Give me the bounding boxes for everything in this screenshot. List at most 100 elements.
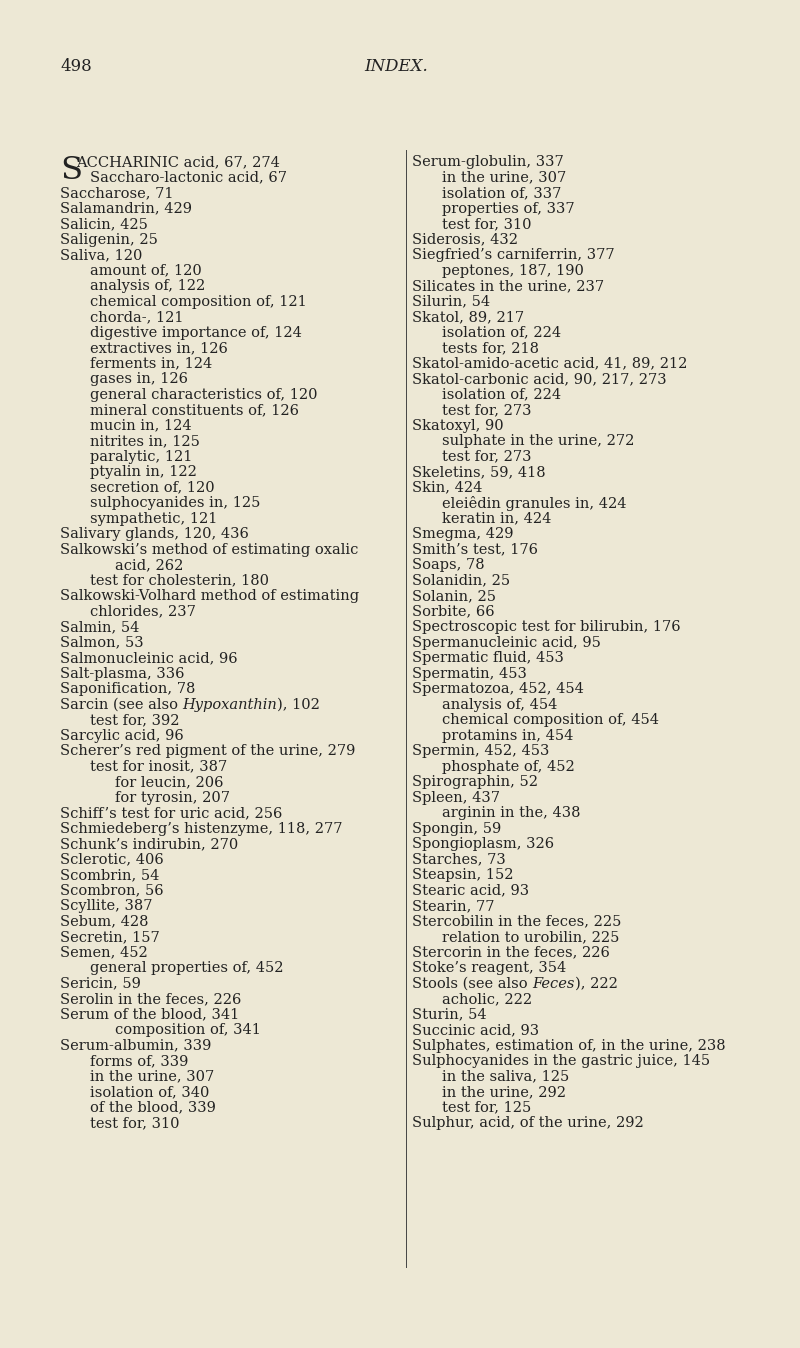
Text: Siegfried’s carniferrin, 377: Siegfried’s carniferrin, 377 — [412, 248, 614, 262]
Text: Sericin, 59: Sericin, 59 — [60, 976, 141, 991]
Text: acid, 262: acid, 262 — [115, 558, 183, 572]
Text: Saligenin, 25: Saligenin, 25 — [60, 232, 158, 247]
Text: Skeletins, 59, 418: Skeletins, 59, 418 — [412, 465, 546, 479]
Text: forms of, 339: forms of, 339 — [90, 1054, 188, 1068]
Text: ), 222: ), 222 — [574, 976, 618, 991]
Text: in the urine, 307: in the urine, 307 — [442, 170, 566, 185]
Text: Spermatic fluid, 453: Spermatic fluid, 453 — [412, 651, 564, 665]
Text: Steapsin, 152: Steapsin, 152 — [412, 868, 514, 882]
Text: protamins in, 454: protamins in, 454 — [442, 728, 574, 743]
Text: Silicates in the urine, 237: Silicates in the urine, 237 — [412, 279, 604, 293]
Text: Silurin, 54: Silurin, 54 — [412, 294, 490, 309]
Text: chorda-, 121: chorda-, 121 — [90, 310, 183, 324]
Text: amount of, 120: amount of, 120 — [90, 263, 202, 278]
Text: Starches, 73: Starches, 73 — [412, 852, 506, 867]
Text: peptones, 187, 190: peptones, 187, 190 — [442, 263, 584, 278]
Text: digestive importance of, 124: digestive importance of, 124 — [90, 325, 302, 340]
Text: of the blood, 339: of the blood, 339 — [90, 1100, 216, 1115]
Text: for tyrosin, 207: for tyrosin, 207 — [115, 790, 230, 805]
Text: Saccharo-lactonic acid, 67: Saccharo-lactonic acid, 67 — [90, 170, 287, 185]
Text: Sulphocyanides in the gastric juice, 145: Sulphocyanides in the gastric juice, 145 — [412, 1054, 710, 1068]
Text: Stearic acid, 93: Stearic acid, 93 — [412, 883, 529, 898]
Text: test for, 125: test for, 125 — [442, 1100, 531, 1115]
Text: analysis of, 454: analysis of, 454 — [442, 697, 558, 712]
Text: test for, 392: test for, 392 — [90, 713, 179, 727]
Text: Salmon, 53: Salmon, 53 — [60, 635, 144, 650]
Text: paralytic, 121: paralytic, 121 — [90, 449, 192, 464]
Text: Smith’s test, 176: Smith’s test, 176 — [412, 542, 538, 557]
Text: Spirographin, 52: Spirographin, 52 — [412, 775, 538, 789]
Text: arginin in the, 438: arginin in the, 438 — [442, 806, 581, 820]
Text: chemical composition of, 454: chemical composition of, 454 — [442, 713, 659, 727]
Text: Skatol-carbonic acid, 90, 217, 273: Skatol-carbonic acid, 90, 217, 273 — [412, 372, 666, 386]
Text: Smegma, 429: Smegma, 429 — [412, 527, 514, 541]
Text: Spectroscopic test for bilirubin, 176: Spectroscopic test for bilirubin, 176 — [412, 620, 681, 634]
Text: Spleen, 437: Spleen, 437 — [412, 790, 500, 805]
Text: Stearin, 77: Stearin, 77 — [412, 899, 494, 913]
Text: 498: 498 — [60, 58, 92, 75]
Text: Sebum, 428: Sebum, 428 — [60, 914, 149, 929]
Text: Spermatin, 453: Spermatin, 453 — [412, 666, 527, 681]
Text: isolation of, 337: isolation of, 337 — [442, 186, 562, 200]
Text: test for, 273: test for, 273 — [442, 449, 531, 464]
Text: in the urine, 307: in the urine, 307 — [90, 1069, 214, 1084]
Text: secretion of, 120: secretion of, 120 — [90, 480, 214, 495]
Text: Saccharose, 71: Saccharose, 71 — [60, 186, 174, 200]
Text: chemical composition of, 121: chemical composition of, 121 — [90, 294, 306, 309]
Text: in the saliva, 125: in the saliva, 125 — [442, 1069, 570, 1084]
Text: in the urine, 292: in the urine, 292 — [442, 1085, 566, 1099]
Text: Spermin, 452, 453: Spermin, 452, 453 — [412, 744, 550, 758]
Text: Solanin, 25: Solanin, 25 — [412, 589, 496, 603]
Text: Serum of the blood, 341: Serum of the blood, 341 — [60, 1007, 239, 1022]
Text: Siderosis, 432: Siderosis, 432 — [412, 232, 518, 247]
Text: Succinic acid, 93: Succinic acid, 93 — [412, 1023, 539, 1037]
Text: Stercorin in the feces, 226: Stercorin in the feces, 226 — [412, 945, 610, 960]
Text: Scombron, 56: Scombron, 56 — [60, 883, 164, 898]
Text: Salmin, 54: Salmin, 54 — [60, 620, 139, 634]
Text: nitrites in, 125: nitrites in, 125 — [90, 434, 200, 448]
Text: S: S — [60, 155, 82, 186]
Text: sympathetic, 121: sympathetic, 121 — [90, 511, 218, 526]
Text: mucin in, 124: mucin in, 124 — [90, 418, 192, 433]
Text: test for, 310: test for, 310 — [442, 217, 531, 231]
Text: Sclerotic, 406: Sclerotic, 406 — [60, 852, 164, 867]
Text: ptyalin in, 122: ptyalin in, 122 — [90, 465, 197, 479]
Text: Secretin, 157: Secretin, 157 — [60, 930, 160, 944]
Text: test for, 273: test for, 273 — [442, 403, 531, 417]
Text: Soaps, 78: Soaps, 78 — [412, 558, 485, 572]
Text: Salkowski’s method of estimating oxalic: Salkowski’s method of estimating oxalic — [60, 542, 358, 557]
Text: ACCHARINIC acid, 67, 274: ACCHARINIC acid, 67, 274 — [76, 155, 280, 168]
Text: composition of, 341: composition of, 341 — [115, 1023, 261, 1037]
Text: Salivary glands, 120, 436: Salivary glands, 120, 436 — [60, 527, 249, 541]
Text: for leucin, 206: for leucin, 206 — [115, 775, 223, 789]
Text: Serum-globulin, 337: Serum-globulin, 337 — [412, 155, 564, 168]
Text: properties of, 337: properties of, 337 — [442, 201, 574, 216]
Text: ), 102: ), 102 — [278, 697, 320, 712]
Text: Skatol, 89, 217: Skatol, 89, 217 — [412, 310, 524, 324]
Text: Sulphur, acid, of the urine, 292: Sulphur, acid, of the urine, 292 — [412, 1116, 644, 1130]
Text: Hypoxanthin: Hypoxanthin — [182, 697, 278, 712]
Text: relation to urobilin, 225: relation to urobilin, 225 — [442, 930, 619, 944]
Text: test for cholesterin, 180: test for cholesterin, 180 — [90, 573, 269, 588]
Text: tests for, 218: tests for, 218 — [442, 341, 539, 355]
Text: ferments in, 124: ferments in, 124 — [90, 356, 212, 371]
Text: keratin in, 424: keratin in, 424 — [442, 511, 551, 526]
Text: acholic, 222: acholic, 222 — [442, 992, 532, 1006]
Text: Stercobilin in the feces, 225: Stercobilin in the feces, 225 — [412, 914, 622, 929]
Text: Spermatozoa, 452, 454: Spermatozoa, 452, 454 — [412, 682, 584, 696]
Text: analysis of, 122: analysis of, 122 — [90, 279, 206, 293]
Text: Spermanucleinic acid, 95: Spermanucleinic acid, 95 — [412, 635, 601, 650]
Text: Schiff’s test for uric acid, 256: Schiff’s test for uric acid, 256 — [60, 806, 282, 820]
Text: Salt-plasma, 336: Salt-plasma, 336 — [60, 666, 185, 681]
Text: Semen, 452: Semen, 452 — [60, 945, 148, 960]
Text: gases in, 126: gases in, 126 — [90, 372, 188, 386]
Text: general properties of, 452: general properties of, 452 — [90, 961, 283, 975]
Text: Spongioplasm, 326: Spongioplasm, 326 — [412, 837, 554, 851]
Text: isolation of, 340: isolation of, 340 — [90, 1085, 210, 1099]
Text: Scyllite, 387: Scyllite, 387 — [60, 899, 153, 913]
Text: Sturin, 54: Sturin, 54 — [412, 1007, 486, 1022]
Text: INDEX.: INDEX. — [364, 58, 428, 75]
Text: Sarcylic acid, 96: Sarcylic acid, 96 — [60, 728, 184, 743]
Text: sulphate in the urine, 272: sulphate in the urine, 272 — [442, 434, 634, 448]
Text: Serolin in the feces, 226: Serolin in the feces, 226 — [60, 992, 242, 1006]
